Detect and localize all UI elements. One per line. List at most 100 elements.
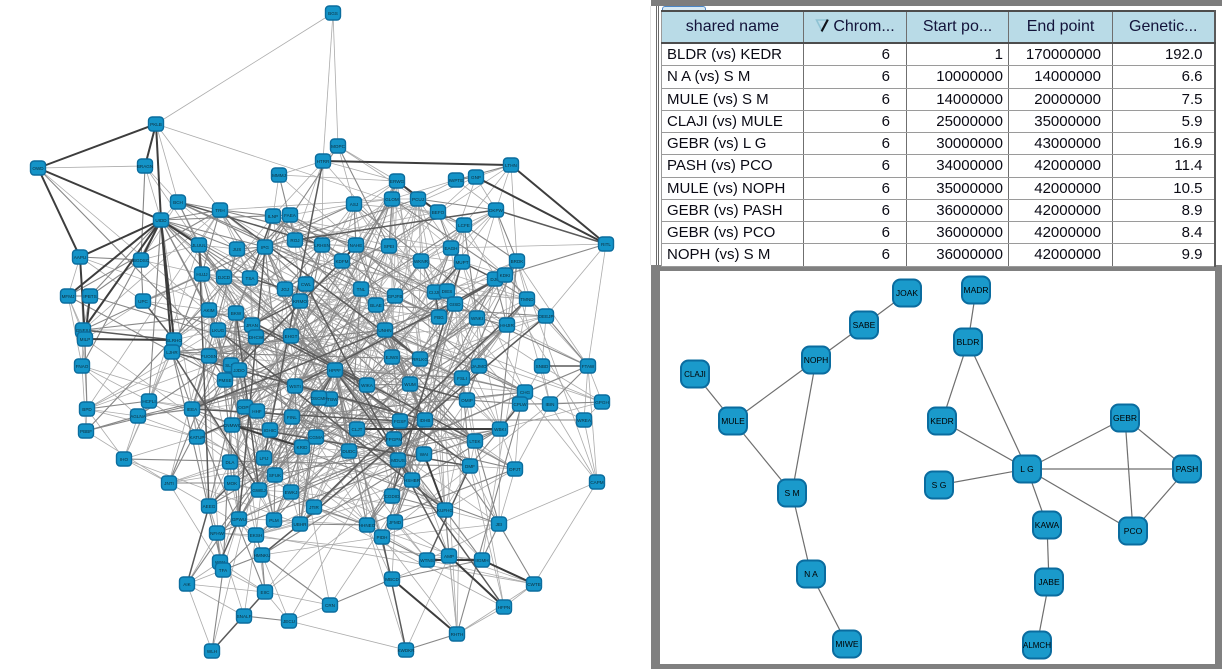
svg-text:BPD: BPD: [82, 407, 92, 412]
svg-text:MOPC: MOPC: [331, 144, 345, 149]
svg-text:LLTBW: LLTBW: [323, 397, 339, 402]
svg-text:CGMA: CGMA: [309, 435, 324, 440]
svg-text:UNHN: UNHN: [378, 328, 391, 333]
svg-text:RHTH: RHTH: [451, 632, 464, 637]
svg-text:FAEA: FAEA: [284, 213, 297, 218]
svg-text:DIES: DIES: [442, 289, 453, 294]
svg-text:WKNR: WKNR: [414, 259, 429, 264]
svg-text:UBHR: UBHR: [293, 522, 307, 527]
svg-text:PKLB: PKLB: [150, 122, 162, 127]
svg-text:IGHIC: IGHIC: [264, 428, 277, 433]
svg-text:AIK: AIK: [183, 582, 191, 587]
svg-text:WLH: WLH: [207, 649, 217, 654]
svg-text:RRLKG: RRLKG: [412, 357, 428, 362]
svg-text:KDKI: KDKI: [500, 273, 511, 278]
svg-text:FPGPM: FPGPM: [386, 437, 403, 442]
svg-text:PASH: PASH: [1176, 464, 1199, 474]
svg-text:WNKI: WNKI: [471, 316, 483, 321]
svg-text:JJDO: JJDO: [233, 368, 245, 373]
svg-text:N A: N A: [804, 569, 818, 579]
svg-text:DJCD: DJCD: [218, 275, 231, 280]
svg-text:JFMD: JFMD: [389, 520, 402, 525]
svg-text:CWL: CWL: [301, 282, 312, 287]
svg-text:CAPM: CAPM: [590, 480, 603, 485]
svg-text:JECU: JECU: [283, 619, 295, 624]
svg-text:PCO: PCO: [1124, 526, 1143, 536]
svg-text:EJWS: EJWS: [386, 355, 399, 360]
svg-text:PLM: PLM: [269, 518, 279, 523]
svg-text:BLDR: BLDR: [957, 337, 980, 347]
svg-text:GLOM: GLOM: [385, 197, 399, 202]
svg-text:IBIN: IBIN: [546, 402, 555, 407]
svg-text:GPJFB: GPJFB: [388, 294, 403, 299]
svg-text:PIDH: PIDH: [377, 535, 388, 540]
svg-text:ILNP: ILNP: [268, 214, 278, 219]
svg-text:SPEI: SPEI: [384, 244, 394, 249]
svg-text:RITL: RITL: [601, 242, 611, 247]
svg-text:MDUS: MDUS: [391, 458, 405, 463]
svg-text:PMSE: PMSE: [218, 378, 231, 383]
svg-text:JABE: JABE: [1038, 577, 1060, 587]
svg-text:TFA: TFA: [219, 568, 228, 573]
svg-text:LTHN: LTHN: [505, 163, 517, 168]
svg-text:SFUK: SFUK: [269, 473, 282, 478]
svg-text:DJO: DJO: [490, 277, 500, 282]
svg-text:IWPTE: IWPTE: [449, 178, 464, 183]
svg-text:LRHSN: LRHSN: [314, 243, 330, 248]
svg-text:S M: S M: [784, 488, 799, 498]
svg-text:SLRHO: SLRHO: [166, 338, 182, 343]
svg-text:JUS: JUS: [233, 247, 242, 252]
svg-text:JOAK: JOAK: [896, 288, 919, 298]
svg-text:TNL: TNL: [357, 287, 366, 292]
svg-text:HSHBR: HSHBR: [404, 478, 421, 483]
svg-text:KRID: KRID: [297, 445, 309, 450]
svg-text:GISD: GISD: [449, 302, 461, 307]
svg-text:WSTI: WSTI: [289, 384, 300, 389]
svg-text:NOPH: NOPH: [804, 355, 829, 365]
svg-text:AKIM: AKIM: [203, 308, 214, 313]
svg-text:ALMCH: ALMCH: [1023, 641, 1051, 650]
svg-text:OWD: OWD: [32, 166, 44, 171]
svg-text:CNMWC: CNMWC: [223, 423, 242, 428]
svg-text:ROJ: ROJ: [290, 238, 299, 243]
svg-text:DHCW: DHCW: [249, 335, 264, 340]
svg-text:AMP: AMP: [444, 554, 454, 559]
svg-text:MILP: MILP: [80, 337, 91, 342]
svg-text:EHGT: EHGT: [285, 334, 298, 339]
svg-text:WREA: WREA: [577, 418, 592, 423]
svg-text:LJHR: LJHR: [166, 350, 178, 355]
svg-text:FGSF: FGSF: [394, 419, 406, 424]
svg-text:UIDD: UIDD: [155, 218, 167, 223]
svg-text:DLA: DLA: [226, 460, 236, 465]
svg-text:BGDSC: BGDSC: [133, 258, 150, 263]
svg-text:L G: L G: [1020, 464, 1033, 474]
svg-text:BGS: BGS: [328, 11, 338, 16]
svg-text:EWKJ: EWKJ: [285, 490, 298, 495]
svg-text:HPPF: HPPF: [329, 368, 341, 373]
svg-text:BCH: BCH: [173, 200, 183, 205]
svg-text:UPC: UPC: [138, 299, 148, 304]
svg-text:JRAN: JRAN: [246, 323, 258, 328]
svg-text:PBBF: PBBF: [80, 429, 92, 434]
svg-text:OSCMH: OSCMH: [310, 396, 327, 401]
svg-text:OMIP: OMIP: [461, 398, 473, 403]
svg-text:EAGH: EAGH: [444, 246, 457, 251]
svg-text:MFMJ: MFMJ: [62, 294, 75, 299]
svg-text:HCFLI: HCFLI: [142, 399, 155, 404]
svg-text:MIWE: MIWE: [835, 639, 858, 649]
svg-text:MBCD: MBCD: [385, 577, 399, 582]
svg-text:CLJT: CLJT: [352, 427, 363, 432]
svg-text:GNEIU: GNEIU: [76, 328, 91, 333]
svg-text:HHNEO: HHNEO: [359, 523, 376, 528]
svg-text:JTIR: JTIR: [309, 505, 319, 510]
svg-text:GPGH: GPGH: [595, 400, 609, 405]
svg-text:KWDKR: KWDKR: [397, 648, 415, 653]
svg-text:DKPW: DKPW: [489, 208, 503, 213]
svg-text:NAHE: NAHE: [350, 243, 363, 248]
svg-text:TMND: TMND: [520, 297, 534, 302]
svg-text:AAPU: AAPU: [74, 255, 87, 260]
svg-text:CWTE: CWTE: [527, 582, 541, 587]
svg-text:BEFO: BEFO: [432, 210, 445, 215]
svg-text:CHG: CHG: [520, 390, 531, 395]
svg-text:DMF: DMF: [465, 464, 475, 469]
